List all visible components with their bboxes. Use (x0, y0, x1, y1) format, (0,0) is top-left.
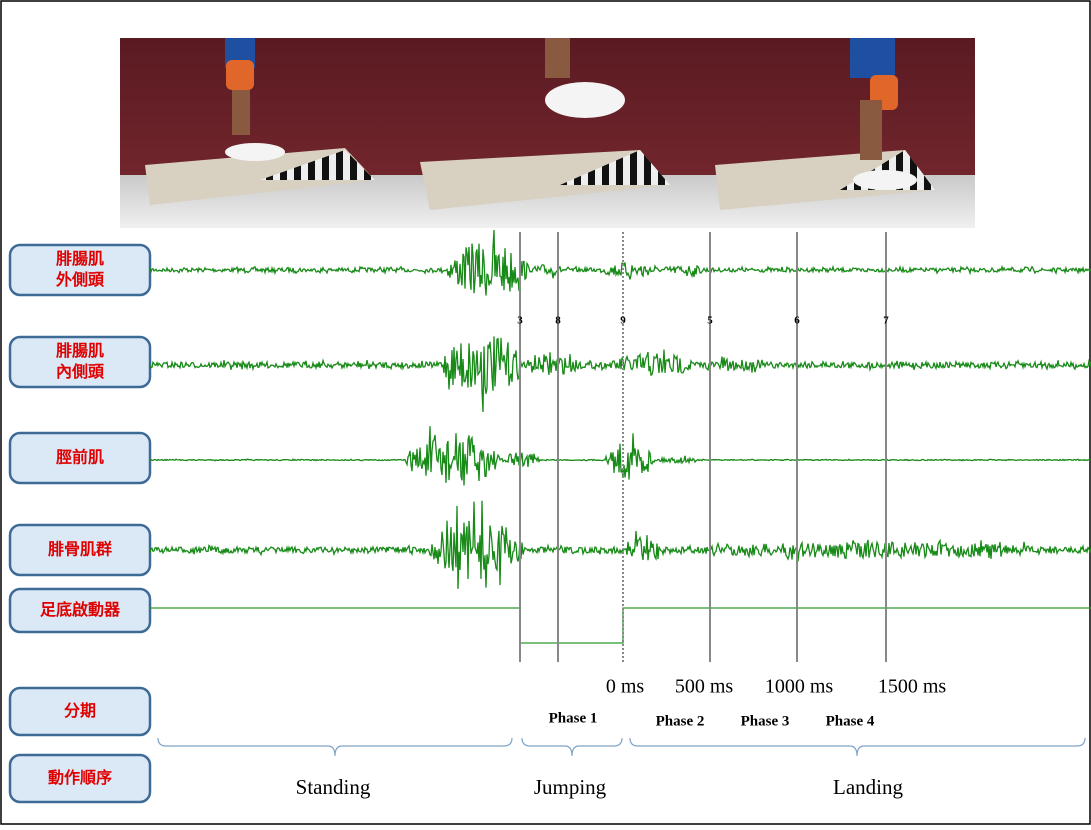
time-label: 1500 ms (878, 676, 947, 698)
phase-label: Phase 2 (656, 713, 705, 729)
row-label: 外側頭 (55, 270, 105, 289)
event-number: 3 (517, 315, 523, 327)
row-label: 腓骨肌群 (48, 540, 112, 559)
row-label: 腓腸肌 (56, 249, 104, 268)
figure: 腓腸肌外側頭腓腸肌內側頭脛前肌腓骨肌群足底啟動器分期動作順序 389567 0 … (0, 0, 1091, 825)
phase-label: Phase 3 (741, 713, 790, 729)
sequence-label: Standing (296, 775, 371, 799)
phase-label: Phase 1 (549, 710, 598, 726)
row-label: 動作順序 (48, 768, 112, 787)
photo-standing (120, 38, 403, 228)
row-label: 脛前肌 (56, 448, 104, 467)
event-number: 9 (620, 315, 626, 327)
row-label: 足底啟動器 (40, 600, 121, 619)
time-label: 1000 ms (765, 676, 834, 698)
event-number: 6 (794, 315, 800, 327)
event-number: 5 (707, 315, 713, 327)
photo-jumping (403, 38, 693, 228)
photo-landing (693, 38, 975, 228)
event-number: 8 (555, 315, 561, 327)
phase-label: Phase 4 (826, 713, 875, 729)
sequence-label: Landing (833, 775, 903, 799)
sequence-label: Jumping (534, 775, 607, 799)
row-label: 腓腸肌 (56, 341, 104, 360)
row-label: 內側頭 (56, 362, 105, 381)
time-label: 0 ms (606, 676, 645, 698)
row-label: 分期 (64, 701, 96, 720)
event-number: 7 (883, 315, 889, 327)
time-label: 500 ms (675, 676, 734, 698)
photos (120, 38, 975, 228)
